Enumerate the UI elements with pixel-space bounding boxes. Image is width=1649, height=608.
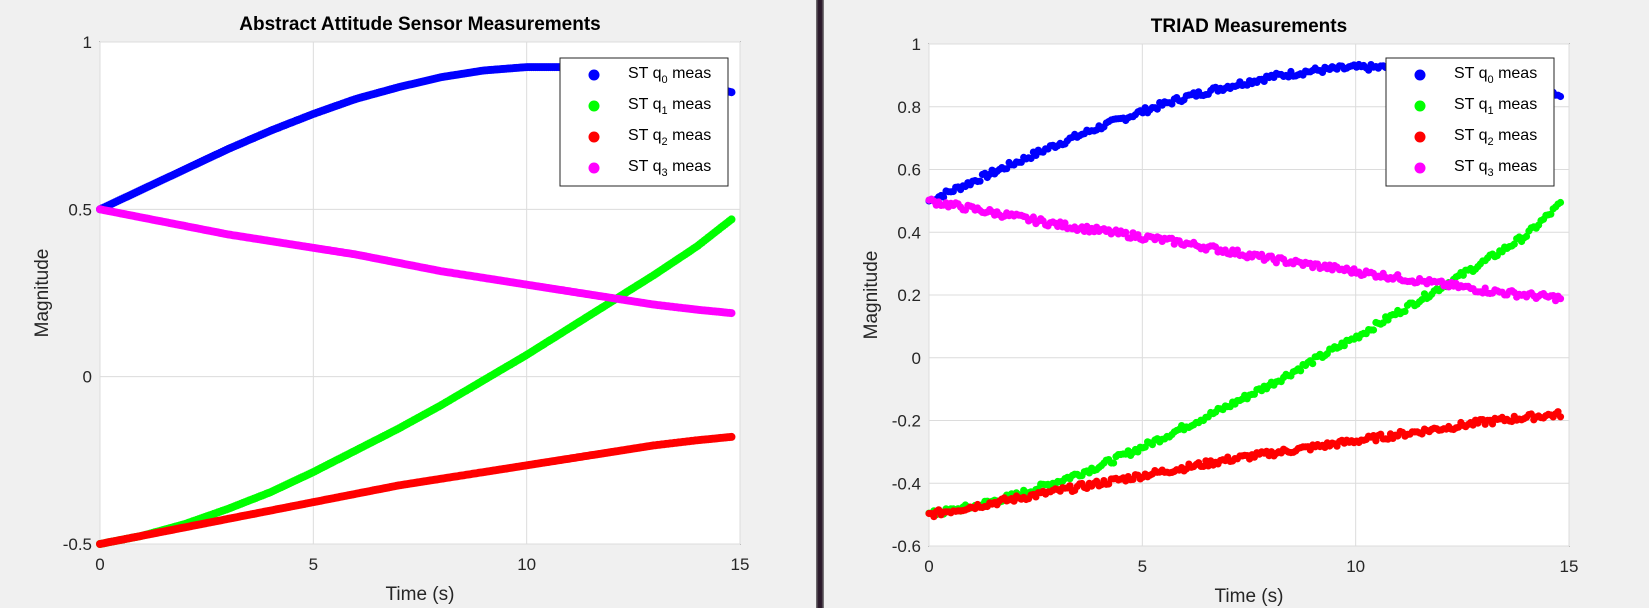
x-tick-label: 0 [924,557,933,576]
y-tick-label: 0.8 [897,98,921,117]
chart-title: Abstract Attitude Sensor Measurements [239,14,600,35]
legend-label: ST q3 meas [628,158,711,179]
data-point [1258,250,1266,258]
x-tick-label: 0 [95,555,104,574]
gridlines [99,41,741,545]
y-axis-label: Magnitude [32,249,53,338]
data-point [1003,165,1011,173]
legend-marker [1414,100,1426,112]
data-point [1369,326,1378,334]
series-3 [96,205,736,318]
legend-label: ST q1 meas [628,96,711,117]
data-point [1556,295,1565,303]
legend-label: ST q2 meas [628,127,711,148]
data-point [727,309,736,318]
legend-marker [1414,69,1426,81]
data-point [1122,228,1130,236]
x-tick-label: 10 [1346,557,1365,576]
data-point [1556,92,1565,101]
data-point [727,215,736,224]
legend-marker [1414,162,1426,174]
x-tick-label: 15 [1560,557,1579,576]
data-point [976,177,984,185]
legend-box [1385,57,1555,187]
y-tick-label: -0.2 [892,412,921,431]
data-point [1510,240,1518,248]
y-tick-label: 0.4 [897,223,921,242]
data-point [1066,482,1074,490]
x-ticks: 0 5 10 15 [924,557,1578,576]
y-ticks: -0.6 -0.4 -0.2 0 0.2 0.4 0.6 0.8 1 [892,35,921,556]
window-divider[interactable] [816,0,824,608]
data-point [1110,459,1118,467]
data-point [1556,198,1565,207]
y-tick-label: 1 [912,35,921,54]
data-point [1153,105,1161,113]
data-point [1547,210,1555,218]
data-point [1401,307,1409,315]
data-point [1309,360,1317,368]
legend-label: ST q2 meas [1454,127,1537,148]
legend-marker [588,162,600,174]
legend-label: ST q0 meas [628,65,711,86]
series-2 [925,408,1565,521]
series-3 [925,195,1565,305]
y-tick-label: 0.5 [68,200,92,219]
x-tick-label: 5 [1138,557,1147,576]
data-point [1556,413,1565,421]
x-ticks: 0 5 10 15 [95,555,749,574]
data-point [1488,420,1497,428]
x-axis-label: Time (s) [386,584,455,605]
y-tick-label: 0 [912,349,921,368]
data-point [1297,367,1305,375]
data-point [727,88,736,97]
data-point [1061,219,1069,227]
data-point [727,432,736,441]
data-points [925,60,1565,521]
y-tick-label: 0.6 [897,161,921,180]
chart-panel-left: Abstract Attitude Sensor Measurements Ti… [0,0,816,608]
legend-marker [588,69,600,81]
chart-panel-right: TRIAD Measurements Time (s) Magnitude 0 5… [824,0,1649,608]
chart-abstract-attitude: Abstract Attitude Sensor Measurements Ti… [32,14,749,605]
y-tick-label: 1 [83,33,92,52]
legend-label: ST q0 meas [1454,65,1537,86]
legend-label: ST q3 meas [1454,158,1537,179]
data-point [940,193,948,201]
chart-triad: TRIAD Measurements Time (s) Magnitude 0 5… [861,16,1578,607]
x-tick-label: 5 [309,555,318,574]
legend-box [559,57,729,187]
legend[interactable]: ST q0 meas ST q1 meas ST q2 meas ST q3 meas [559,57,729,187]
x-tick-label: 15 [731,555,750,574]
series-2 [96,432,736,548]
legend-marker [1414,131,1426,143]
x-tick-label: 10 [517,555,536,574]
y-axis-label: Magnitude [861,251,882,340]
y-tick-label: 0.2 [897,286,921,305]
gridlines [928,43,1570,547]
y-tick-label: 0 [83,368,92,387]
data-point [1522,232,1531,240]
data-point [1029,213,1037,221]
y-ticks: -0.5 0 0.5 1 [63,33,92,554]
legend-marker [588,131,600,143]
y-tick-label: -0.5 [63,535,92,554]
legend[interactable]: ST q0 meas ST q1 meas ST q2 meas ST q3 meas [1385,57,1555,187]
legend-label: ST q1 meas [1454,96,1537,117]
chart-title: TRIAD Measurements [1151,16,1347,37]
x-axis-label: Time (s) [1215,586,1284,607]
y-tick-label: -0.4 [892,474,921,493]
legend-marker [588,100,600,112]
data-point [1233,246,1241,254]
series-0 [925,60,1565,205]
y-tick-label: -0.6 [892,537,921,556]
